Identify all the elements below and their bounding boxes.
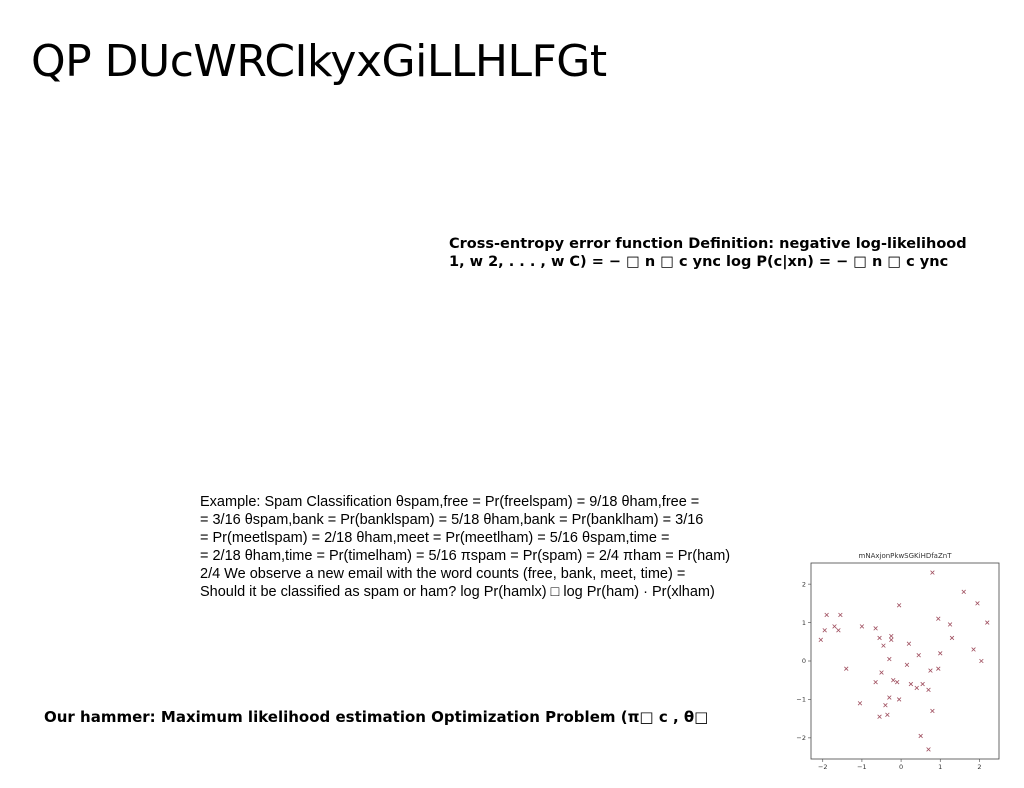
cross-entropy-text: Cross-entropy error function Definition:…	[449, 235, 1024, 271]
scatter-point	[949, 635, 955, 641]
scatter-point	[824, 612, 829, 618]
example-line: = 2/18 θham,time = Pr(timelham) = 5/16 π…	[200, 548, 731, 564]
scatter-point	[844, 666, 849, 671]
scatter-point	[889, 633, 894, 639]
scatter-point	[889, 637, 894, 643]
scatter-point	[891, 678, 896, 683]
scatter-point	[877, 635, 882, 641]
hammer-text: Our hammer: Maximum likelihood estimatio…	[44, 708, 709, 726]
scatter-point	[947, 622, 953, 627]
example-line: Example: Spam Classification θspam,free …	[200, 494, 700, 510]
scatter-point	[906, 641, 912, 646]
scatter-point	[904, 662, 910, 668]
scatter-point	[914, 685, 919, 691]
scatter-point	[857, 701, 863, 706]
scatter-point	[926, 687, 931, 693]
scatter-point	[881, 643, 886, 648]
plot-frame	[810, 562, 1000, 760]
example-line: Should it be classified as spam or ham? …	[200, 584, 715, 600]
spam-example-text: Example: Spam Classification θspam,free …	[200, 493, 790, 601]
scatter-point	[873, 626, 878, 631]
scatter-point	[918, 733, 923, 739]
scatter-point	[938, 651, 943, 656]
scatter-point	[979, 658, 984, 664]
scatter-point	[928, 668, 933, 673]
scatter-point	[926, 747, 931, 752]
cross-entropy-line: Cross-entropy error function Definition:…	[449, 236, 967, 252]
x-tick-label: 1	[938, 763, 942, 771]
y-tick-label: 0	[802, 657, 806, 665]
scatter-point	[879, 670, 884, 675]
scatter-point	[908, 681, 914, 687]
scatter-point	[838, 612, 843, 618]
scatter-point	[930, 570, 935, 575]
example-line: 2/4 We observe a new email with the word…	[200, 566, 686, 582]
cross-entropy-line: 1, w 2, . . . , w C) = − □ n □ c ync log…	[449, 254, 949, 270]
scatter-point	[877, 714, 882, 719]
example-line: = Pr(meetlspam) = 2/18 θham,meet = Pr(me…	[200, 530, 670, 546]
slide-title: QP DUcWRCIkyxGiLLHLFGt	[31, 36, 607, 87]
scatter-point	[873, 679, 878, 685]
scatter-point	[887, 695, 892, 700]
scatter-point	[832, 624, 837, 629]
scatter-point	[896, 603, 902, 608]
scatter-point	[887, 656, 892, 662]
x-tick-label: 2	[977, 763, 981, 771]
scatter-point	[961, 589, 966, 595]
scatter-point	[936, 616, 941, 621]
scatter-point	[985, 620, 990, 625]
y-tick-label: 1	[802, 619, 806, 627]
y-tick-label: −2	[796, 734, 806, 742]
scatter-point	[916, 653, 921, 658]
scatter-point	[859, 624, 865, 629]
example-line: = 3/16 θspam,bank = Pr(banklspam) = 5/18…	[200, 512, 704, 528]
y-tick-label: −1	[796, 696, 806, 704]
scatter-plot: mNAxjonPkwSGKiHDfaZnT −2 −1 0 1 2 −2 −1 0 1 2	[795, 547, 1010, 777]
y-tick-label: 2	[802, 580, 806, 588]
scatter-point	[975, 601, 980, 606]
scatter-point	[896, 697, 902, 702]
chart-title: mNAxjonPkwSGKiHDfaZnT	[859, 552, 953, 560]
x-tick-label: 0	[899, 763, 903, 771]
scatter-point	[818, 637, 823, 643]
x-tick-label: −2	[818, 763, 828, 771]
scatter-point	[971, 647, 976, 652]
scatter-point	[930, 708, 935, 714]
scatter-point	[936, 666, 941, 671]
scatter-point	[885, 712, 890, 717]
scatter-point	[920, 681, 925, 687]
scatter-point	[883, 703, 888, 708]
scatter-point	[894, 679, 900, 685]
scatter-svg: mNAxjonPkwSGKiHDfaZnT −2 −1 0 1 2 −2 −1 0 1 2	[796, 552, 1000, 771]
x-tick-label: −1	[857, 763, 867, 771]
scatter-point	[822, 628, 827, 633]
scatter-point	[836, 628, 841, 633]
